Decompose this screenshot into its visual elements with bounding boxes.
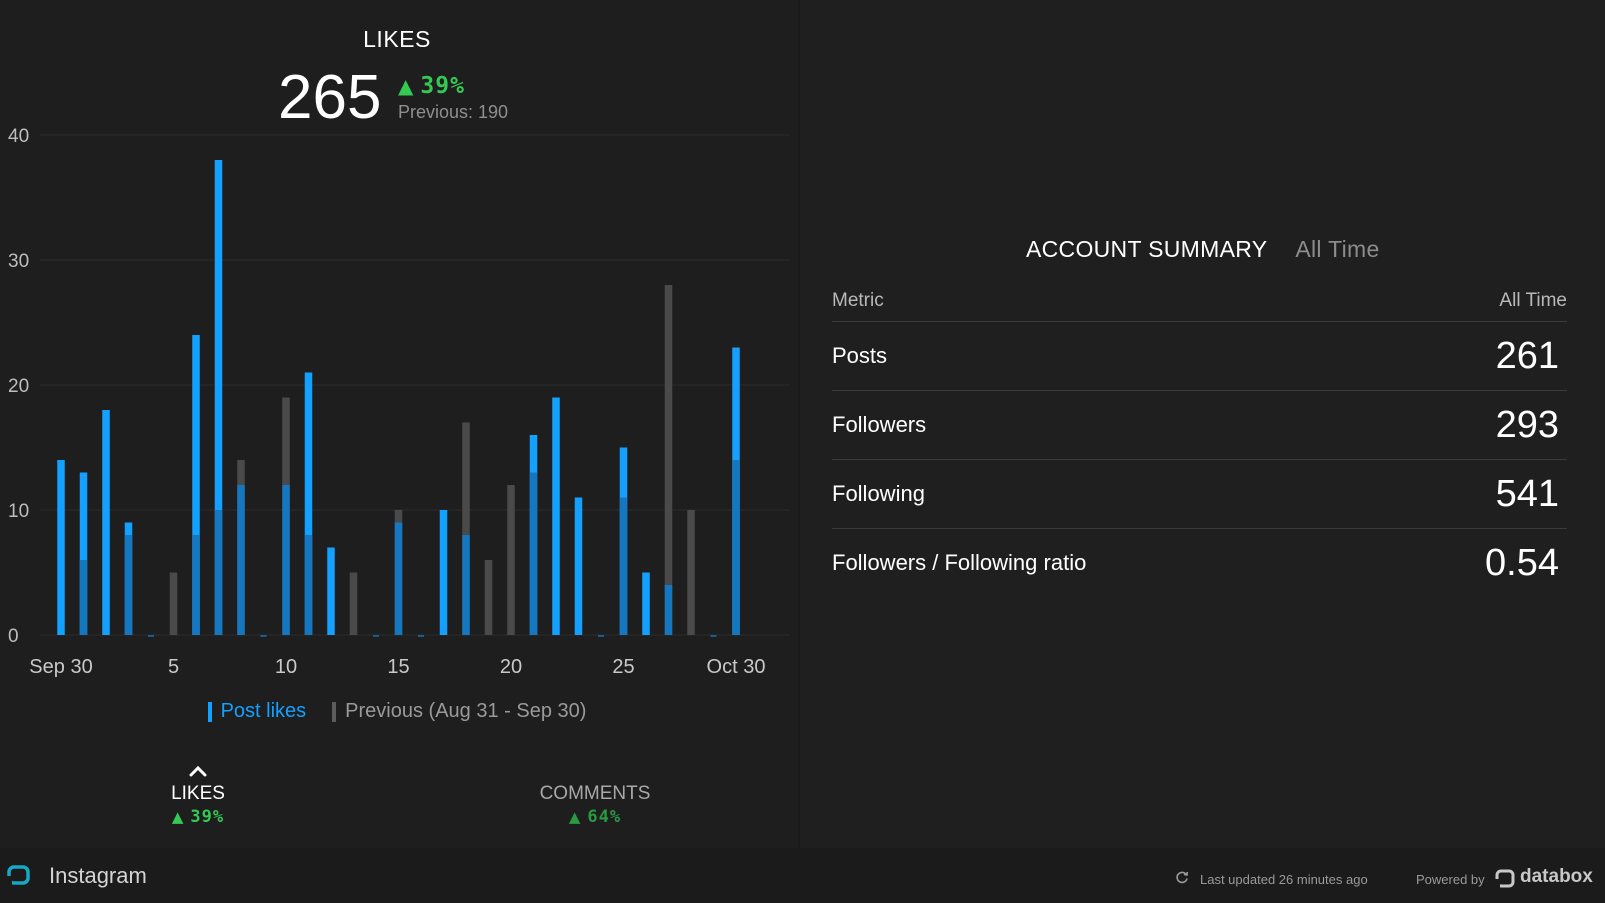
legend-label-post-likes: Post likes [220, 700, 307, 722]
tab-likes[interactable]: LIKES ▲ 39% [148, 763, 248, 827]
tab-comments-label: COMMENTS [539, 783, 651, 804]
bar-post-likes [327, 547, 335, 635]
bar-overlap [192, 535, 200, 635]
legend-label-previous: Previous (Aug 31 - Sep 30) [345, 700, 587, 722]
refresh-icon[interactable] [1175, 870, 1189, 888]
legend-swatch-previous [332, 701, 337, 722]
x-tick-label: 5 [168, 656, 179, 678]
bar-previous [462, 422, 470, 635]
row-metric: Following [832, 481, 925, 506]
account-summary-title: ACCOUNT SUMMARY [1026, 236, 1268, 262]
bar-post-likes [439, 510, 448, 635]
column-header-all-time: All Time [1499, 290, 1567, 311]
y-tick-label: 30 [8, 251, 29, 272]
row-value: 541 [1495, 472, 1559, 515]
x-tick-label: Sep 30 [29, 656, 92, 678]
account-summary-panel [800, 0, 1605, 848]
x-tick-label: 20 [500, 656, 522, 678]
y-tick-label: 0 [8, 626, 19, 647]
chart-legend: Post likes Previous (Aug 31 - Sep 30) [0, 700, 794, 723]
row-metric: Followers / Following ratio [832, 550, 1087, 575]
bar-overlap [237, 485, 245, 635]
row-metric: Posts [832, 343, 888, 368]
chevron-up-icon [148, 763, 248, 783]
table-header: Metric All Time [832, 290, 1567, 322]
kpi-change-value: 39% [420, 73, 465, 99]
bar-overlap [529, 472, 538, 635]
instagram-icon [6, 862, 32, 893]
bar-previous [349, 572, 358, 635]
x-tick-label: Oct 30 [707, 656, 766, 678]
table-row: Followers / Following ratio 0.54 [832, 529, 1567, 597]
bar-overlap [664, 585, 673, 635]
tab-comments-change-value: 64% [587, 807, 622, 827]
bar-post-likes [552, 397, 560, 635]
bar-overlap [394, 522, 403, 635]
row-value: 261 [1495, 334, 1559, 377]
tab-spacer [520, 763, 670, 783]
bar-overlap [124, 535, 133, 635]
row-value: 0.54 [1485, 541, 1559, 584]
bar-post-likes [57, 460, 65, 635]
likes-panel: LIKES 265 ▲ 39% Previous: 190 0 10 20 30 40 Se… [0, 0, 798, 848]
bar-post-likes [642, 572, 650, 635]
kpi-title: LIKES [363, 26, 431, 52]
bar-post-likes [102, 410, 110, 635]
up-arrow-icon: ▲ [171, 808, 185, 826]
tab-comments[interactable]: COMMENTS ▲ 64% [520, 763, 670, 827]
databox-icon [1494, 867, 1516, 894]
tab-likes-label: LIKES [171, 783, 225, 804]
up-arrow-icon: ▲ [568, 808, 582, 826]
column-header-metric: Metric [832, 290, 884, 311]
bar-overlap [214, 510, 223, 635]
bar-overlap [79, 560, 88, 635]
kpi-change: ▲ 39% [398, 73, 465, 99]
row-value: 293 [1495, 403, 1559, 446]
databox-brand[interactable]: databox [1520, 866, 1593, 887]
footer-source-name: Instagram [49, 863, 147, 888]
tab-likes-change-value: 39% [190, 807, 225, 827]
kpi-previous: Previous: 190 [398, 102, 509, 122]
bar-post-likes [79, 472, 88, 635]
bar-post-likes [574, 497, 583, 635]
bar-overlap [304, 535, 313, 635]
footer-bar: Instagram Last updated 26 minutes ago Po… [0, 848, 1605, 903]
bar-overlap [462, 535, 470, 635]
legend-item-post-likes[interactable]: Post likes [207, 700, 307, 723]
bar-previous [687, 510, 695, 635]
table-row: Posts 261 [832, 322, 1567, 391]
likes-chart: 0 10 20 30 40 Sep 30 5 10 15 20 25 Oct 30 [8, 126, 790, 678]
up-arrow-icon: ▲ [398, 74, 415, 98]
bar-previous [664, 285, 673, 635]
bar-previous [507, 485, 515, 635]
panel-divider [798, 0, 800, 848]
account-summary-table: Metric All Time Posts 261 Followers 293 … [832, 290, 1567, 597]
bar-overlap [282, 485, 290, 635]
bar-overlap [732, 460, 740, 635]
bar-previous [484, 560, 493, 635]
x-tick-label: 25 [612, 656, 634, 678]
tab-comments-change: ▲ 64% [520, 807, 670, 827]
x-tick-label: 10 [275, 656, 297, 678]
y-tick-label: 10 [8, 501, 29, 522]
bar-overlap [619, 497, 628, 635]
table-row: Following 541 [832, 460, 1567, 529]
legend-swatch-post-likes [207, 701, 212, 722]
legend-item-previous[interactable]: Previous (Aug 31 - Sep 30) [332, 700, 586, 723]
account-summary-period: All Time [1295, 236, 1380, 262]
footer-last-updated: Last updated 26 minutes ago [1200, 872, 1368, 887]
tab-likes-change: ▲ 39% [148, 807, 248, 827]
y-tick-label: 40 [8, 126, 29, 147]
x-tick-label: 15 [387, 656, 409, 678]
account-summary-header: ACCOUNT SUMMARY All Time [1026, 236, 1380, 263]
kpi-value: 265 [278, 63, 382, 132]
bar-post-likes [192, 335, 200, 635]
y-tick-label: 20 [8, 376, 29, 397]
bar-previous [169, 572, 178, 635]
bar-post-likes [304, 372, 313, 635]
bar-post-likes [214, 160, 223, 635]
table-row: Followers 293 [832, 391, 1567, 460]
row-metric: Followers [832, 412, 927, 437]
footer-powered-by: Powered by [1416, 872, 1485, 887]
